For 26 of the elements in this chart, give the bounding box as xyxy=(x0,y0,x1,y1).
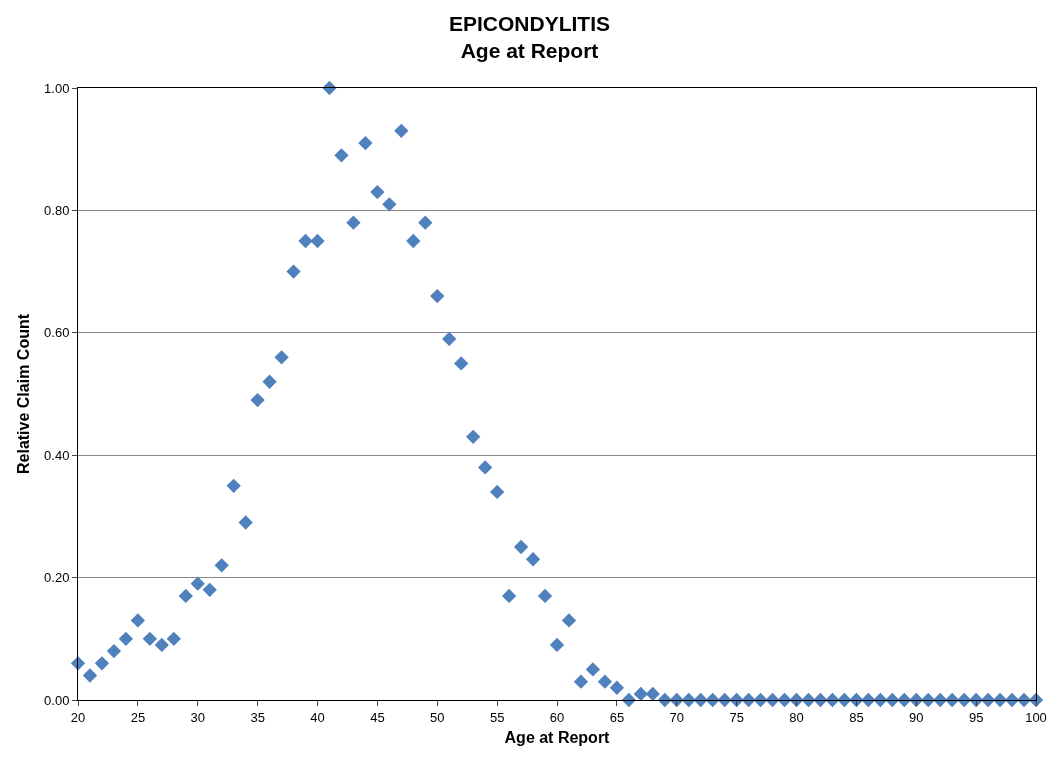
y-tick-label: 1.00 xyxy=(44,80,70,96)
x-tick-label: 65 xyxy=(609,709,625,725)
chart-title: EPICONDYLITIS Age at Report xyxy=(448,11,611,62)
x-tick-label: 70 xyxy=(669,709,684,725)
y-tick-label: 0.60 xyxy=(44,325,70,341)
x-tick-label: 45 xyxy=(370,709,385,725)
x-tick-label: 40 xyxy=(310,709,325,725)
x-tick-label: 55 xyxy=(489,709,505,725)
y-tick-label: 0.80 xyxy=(44,202,70,218)
x-tick-label: 85 xyxy=(849,709,864,725)
y-axis-title: Relative Claim Count xyxy=(14,313,32,475)
y-tick-label: 0.20 xyxy=(44,570,70,586)
x-tick-label: 100 xyxy=(1025,709,1047,725)
x-tick-label: 50 xyxy=(430,709,445,725)
x-tick-label: 75 xyxy=(729,709,744,725)
x-tick-label: 20 xyxy=(70,709,86,725)
x-tick-label: 25 xyxy=(130,709,146,725)
x-axis-title: Age at Report xyxy=(504,729,611,747)
x-tick-label: 35 xyxy=(250,709,265,725)
x-tick-label: 95 xyxy=(968,709,984,725)
x-tick-label: 90 xyxy=(909,709,924,725)
x-tick-label: 80 xyxy=(789,709,804,725)
x-tick-label: 60 xyxy=(549,709,565,725)
y-tick-label: 0.40 xyxy=(44,447,70,463)
y-tick-label: 0.00 xyxy=(44,692,70,708)
x-tick-label: 30 xyxy=(190,709,205,725)
